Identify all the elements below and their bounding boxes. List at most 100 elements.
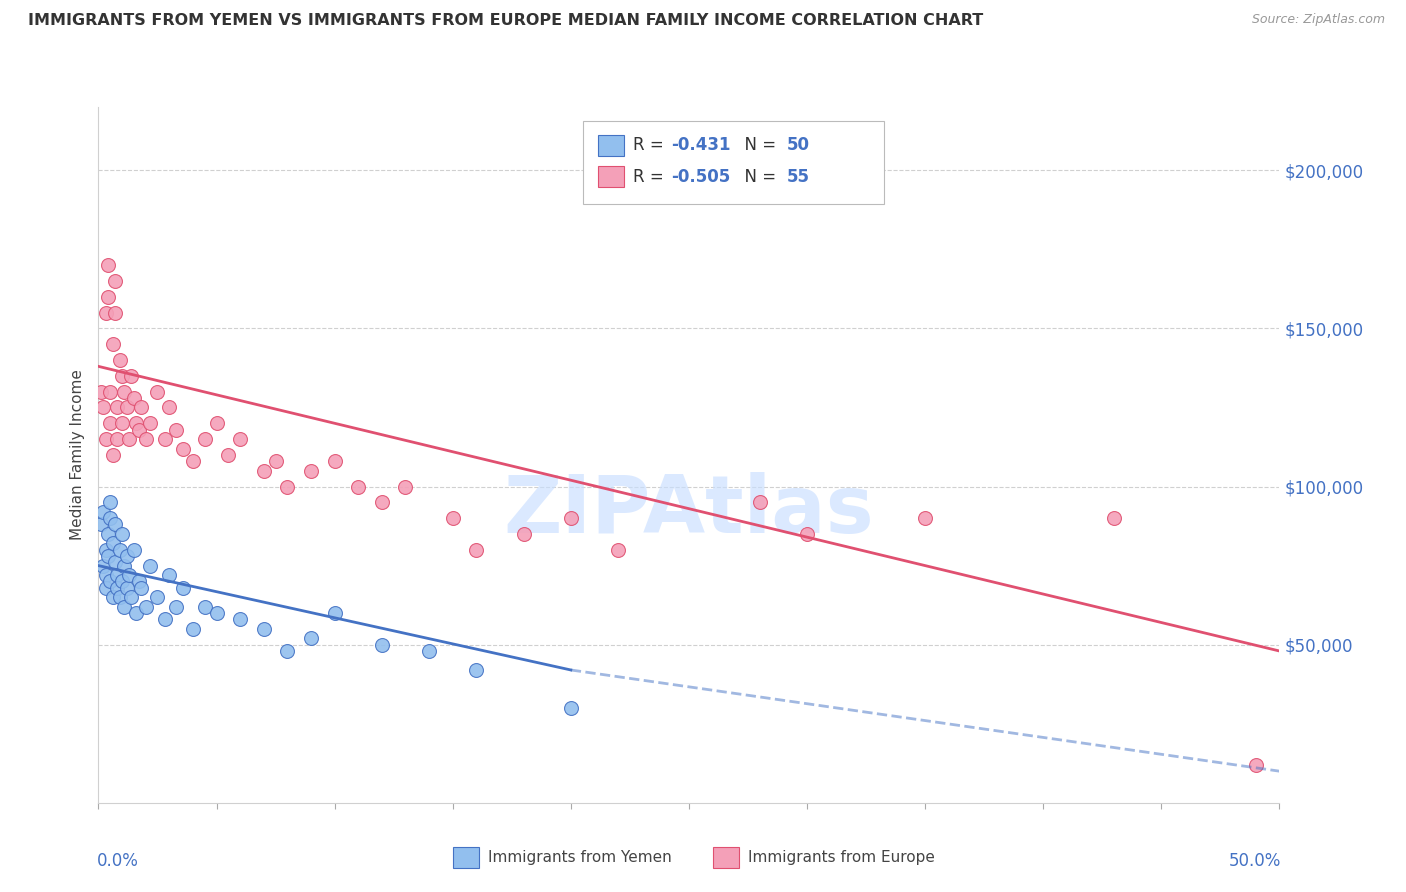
Point [115, 549, 138, 563]
Point [91, 505, 114, 519]
Point [172, 581, 194, 595]
Point [172, 442, 194, 456]
Point [135, 432, 157, 446]
Text: 50.0%: 50.0% [1229, 852, 1281, 870]
Point [465, 542, 488, 557]
Point [229, 432, 252, 446]
Point [157, 568, 180, 582]
Point [135, 599, 157, 614]
Text: 50: 50 [787, 136, 810, 154]
Text: N =: N = [734, 168, 782, 186]
Point [94, 305, 117, 319]
Point [90, 517, 112, 532]
Point [1102, 511, 1125, 525]
Point [181, 622, 204, 636]
Point [229, 612, 252, 626]
Point [104, 556, 127, 570]
Point [146, 384, 169, 399]
Point [108, 353, 131, 368]
Point [796, 527, 818, 541]
Point [194, 432, 217, 446]
Point [129, 401, 152, 415]
Point [108, 542, 131, 557]
Point [253, 464, 276, 478]
Point [122, 542, 145, 557]
Point [115, 401, 138, 415]
Point [108, 591, 131, 605]
Bar [598, 166, 624, 187]
Point [112, 599, 135, 614]
Point [394, 479, 416, 493]
Point [418, 644, 440, 658]
Point [129, 581, 152, 595]
Point [276, 644, 298, 658]
Point [181, 454, 204, 468]
Text: ZIPAtlas: ZIPAtlas [503, 472, 875, 549]
Point [101, 448, 124, 462]
Point [97, 258, 120, 272]
Point [97, 527, 120, 541]
Point [111, 574, 134, 589]
Point [128, 423, 150, 437]
Point [441, 511, 464, 525]
Point [512, 527, 534, 541]
Point [146, 591, 169, 605]
Point [97, 290, 120, 304]
Point [98, 417, 121, 431]
Point [104, 274, 127, 288]
Point [122, 391, 145, 405]
Text: 55: 55 [787, 168, 810, 186]
Text: Immigrants from Yemen: Immigrants from Yemen [488, 849, 672, 864]
Point [128, 574, 150, 589]
Point [1244, 757, 1267, 772]
Point [94, 581, 117, 595]
Text: R =: R = [634, 168, 669, 186]
Point [165, 423, 187, 437]
Point [607, 542, 630, 557]
Point [347, 479, 370, 493]
Point [264, 454, 287, 468]
Text: R =: R = [634, 136, 669, 154]
Point [323, 454, 346, 468]
Point [157, 401, 180, 415]
Point [105, 432, 128, 446]
Point [101, 591, 124, 605]
Text: N =: N = [734, 136, 782, 154]
Y-axis label: Median Family Income: Median Family Income [70, 369, 86, 541]
Point [165, 599, 187, 614]
Point [118, 432, 141, 446]
Point [560, 701, 582, 715]
Point [111, 417, 134, 431]
Point [299, 464, 322, 478]
Point [323, 606, 346, 620]
Point [97, 549, 120, 563]
Point [205, 417, 228, 431]
Text: Source: ZipAtlas.com: Source: ZipAtlas.com [1251, 13, 1385, 27]
Bar [598, 135, 624, 156]
Text: 0.0%: 0.0% [97, 852, 139, 870]
Point [111, 527, 134, 541]
Point [276, 479, 298, 493]
Point [98, 384, 121, 399]
Point [371, 638, 394, 652]
Point [253, 622, 276, 636]
Point [115, 581, 138, 595]
Point [121, 368, 143, 383]
Text: IMMIGRANTS FROM YEMEN VS IMMIGRANTS FROM EUROPE MEDIAN FAMILY INCOME CORRELATION: IMMIGRANTS FROM YEMEN VS IMMIGRANTS FROM… [28, 13, 983, 29]
Point [98, 511, 121, 525]
Point [104, 305, 127, 319]
Point [90, 384, 112, 399]
Text: -0.431: -0.431 [671, 136, 731, 154]
Point [94, 542, 117, 557]
Point [112, 558, 135, 573]
Text: Immigrants from Europe: Immigrants from Europe [748, 849, 935, 864]
Point [371, 495, 394, 509]
Point [194, 599, 217, 614]
Point [139, 417, 162, 431]
Point [91, 558, 114, 573]
Point [205, 606, 228, 620]
Point [94, 568, 117, 582]
Point [139, 558, 162, 573]
FancyBboxPatch shape [582, 121, 884, 204]
Point [112, 384, 135, 399]
